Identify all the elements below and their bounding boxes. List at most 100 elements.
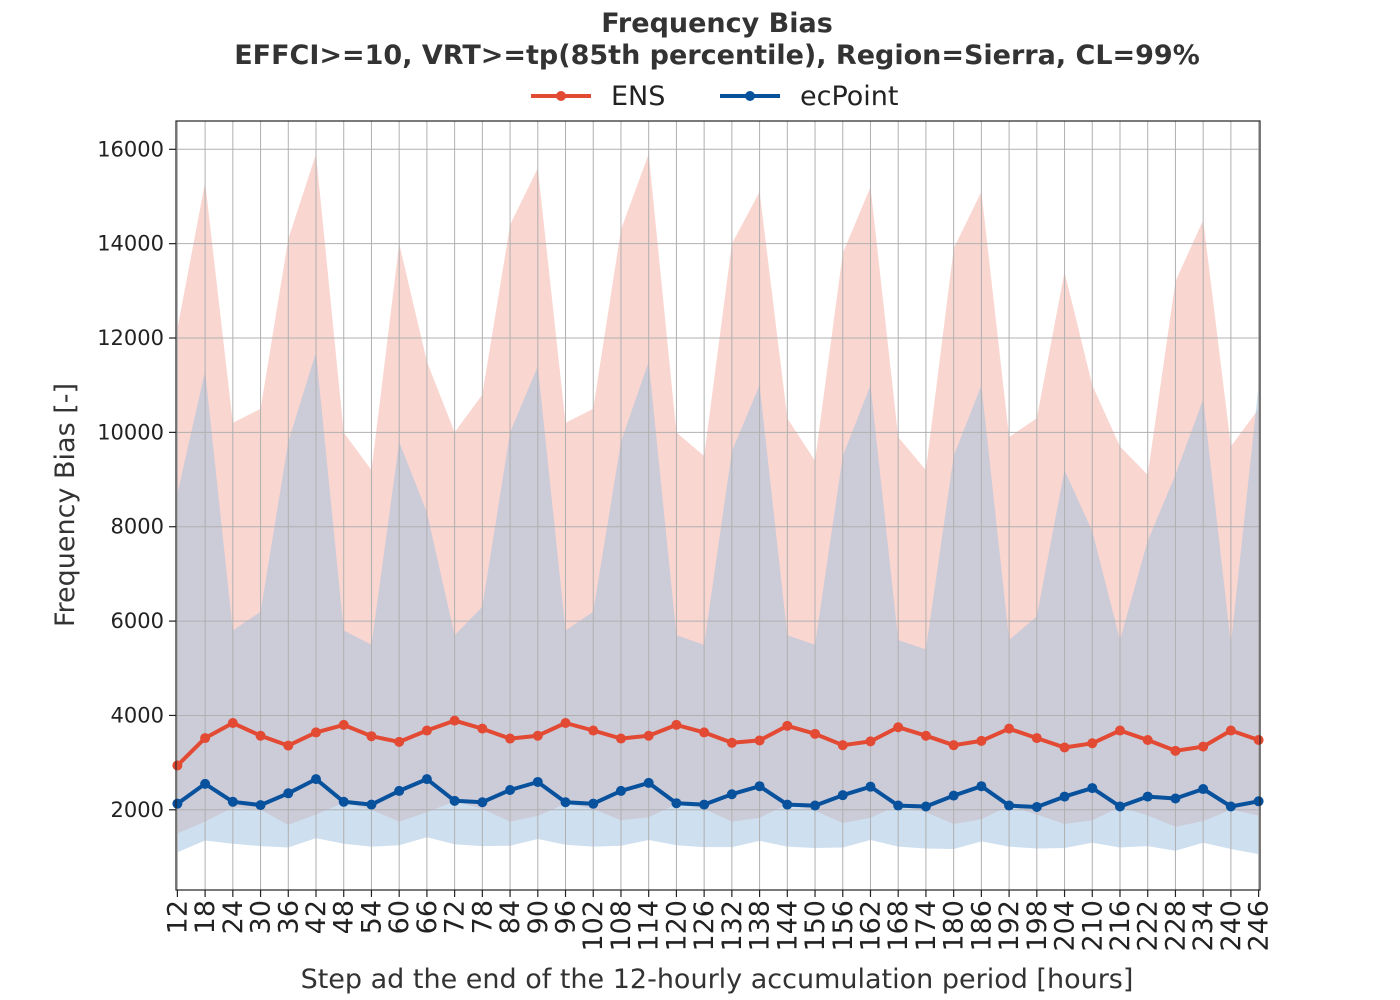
x-tick-label: 186 (966, 900, 997, 952)
point-ens (1004, 723, 1015, 734)
point-ens (837, 740, 848, 751)
y-tick-label: 12000 (97, 326, 164, 350)
point-ens (394, 736, 405, 747)
point-ecpoint (1170, 793, 1181, 804)
x-tick-label: 72 (440, 900, 471, 934)
point-ecpoint (754, 781, 765, 792)
point-ecpoint (615, 785, 626, 796)
y-tick-label: 16000 (97, 137, 164, 161)
x-tick-label: 96 (551, 900, 582, 934)
point-ens (338, 719, 349, 730)
band-ecpoint (177, 352, 1259, 855)
point-ens (532, 730, 543, 741)
point-ecpoint (1142, 791, 1153, 802)
y-tick-label: 14000 (97, 232, 164, 256)
point-ecpoint (421, 774, 432, 785)
point-ecpoint (449, 795, 460, 806)
point-ens (227, 717, 238, 728)
point-ens (1225, 725, 1236, 736)
point-ens (643, 730, 654, 741)
point-ens (920, 730, 931, 741)
point-ens (615, 733, 626, 744)
point-ens (1059, 742, 1070, 753)
x-tick-label: 180 (939, 900, 970, 952)
point-ecpoint (532, 776, 543, 787)
point-ens (782, 720, 793, 731)
point-ens (255, 730, 266, 741)
grid-lines (176, 121, 1260, 890)
x-tick-label: 138 (745, 900, 776, 952)
y-axis-label: Frequency Bias [-] (50, 383, 81, 627)
point-ecpoint (976, 781, 987, 792)
point-ecpoint (1198, 784, 1209, 795)
legend-label-ecpoint: ecPoint (800, 81, 899, 112)
x-tick-label: 102 (578, 900, 609, 952)
y-tick-label: 8000 (111, 515, 164, 539)
point-ens (366, 731, 377, 742)
point-ens (865, 736, 876, 747)
x-tick-label: 90 (523, 900, 554, 934)
x-tick-label: 174 (911, 900, 942, 952)
point-ens (588, 725, 599, 736)
y-tick-label: 2000 (111, 798, 164, 822)
point-ecpoint (560, 797, 571, 808)
x-tick-label: 240 (1216, 900, 1247, 952)
point-ens (726, 737, 737, 748)
chart-subtitle: EFFCI>=10, VRT>=tp(85th percentile), Reg… (234, 40, 1200, 71)
x-tick-label: 42 (301, 900, 332, 934)
x-axis: 1218243036424854606672788490961021081141… (162, 890, 1275, 952)
point-ecpoint (1059, 791, 1070, 802)
x-tick-label: 78 (467, 900, 498, 934)
point-ens (1142, 734, 1153, 745)
x-tick-label: 126 (689, 900, 720, 952)
point-ecpoint (920, 801, 931, 812)
x-tick-label: 120 (661, 900, 692, 952)
x-axis-label: Step ad the end of the 12-hourly accumul… (301, 964, 1134, 995)
point-ecpoint (782, 799, 793, 810)
point-ecpoint (1087, 783, 1098, 794)
point-ens (699, 727, 710, 738)
point-ens (283, 740, 294, 751)
x-tick-label: 132 (717, 900, 748, 952)
point-ecpoint (283, 788, 294, 799)
point-ens (1031, 733, 1042, 744)
point-ecpoint (394, 785, 405, 796)
point-ens (893, 722, 904, 733)
y-tick-label: 6000 (111, 609, 164, 633)
point-ens (421, 725, 432, 736)
confidence-bands (177, 154, 1259, 855)
point-ecpoint (227, 796, 238, 807)
chart-title: Frequency Bias (601, 8, 833, 39)
point-ecpoint (699, 799, 710, 810)
x-tick-label: 234 (1188, 900, 1219, 952)
point-ens (754, 735, 765, 746)
point-ens (976, 735, 987, 746)
point-ecpoint (865, 781, 876, 792)
point-ens (560, 717, 571, 728)
point-ecpoint (671, 798, 682, 809)
plot-frame (175, 120, 1261, 891)
point-ecpoint (477, 797, 488, 808)
x-tick-label: 12 (162, 900, 193, 934)
legend: ENS ecPoint (531, 81, 899, 112)
point-ecpoint (1225, 801, 1236, 812)
point-ens (1087, 738, 1098, 749)
point-ens (172, 760, 183, 771)
x-tick-label: 222 (1133, 900, 1164, 952)
point-ecpoint (948, 790, 959, 801)
point-ens (671, 719, 682, 730)
point-ens (449, 715, 460, 726)
x-tick-label: 24 (218, 900, 249, 934)
point-ecpoint (200, 778, 211, 789)
x-tick-label: 204 (1050, 900, 1081, 952)
x-tick-label: 228 (1160, 900, 1191, 952)
x-tick-label: 84 (495, 900, 526, 934)
point-ecpoint (588, 798, 599, 809)
point-ens (311, 727, 322, 738)
x-tick-label: 246 (1244, 900, 1275, 952)
point-ecpoint (837, 790, 848, 801)
x-tick-label: 168 (883, 900, 914, 952)
legend-label-ens: ENS (611, 81, 665, 112)
y-axis: 2000 4000 6000 8000 10000 12000 14000 16000 (97, 137, 176, 822)
